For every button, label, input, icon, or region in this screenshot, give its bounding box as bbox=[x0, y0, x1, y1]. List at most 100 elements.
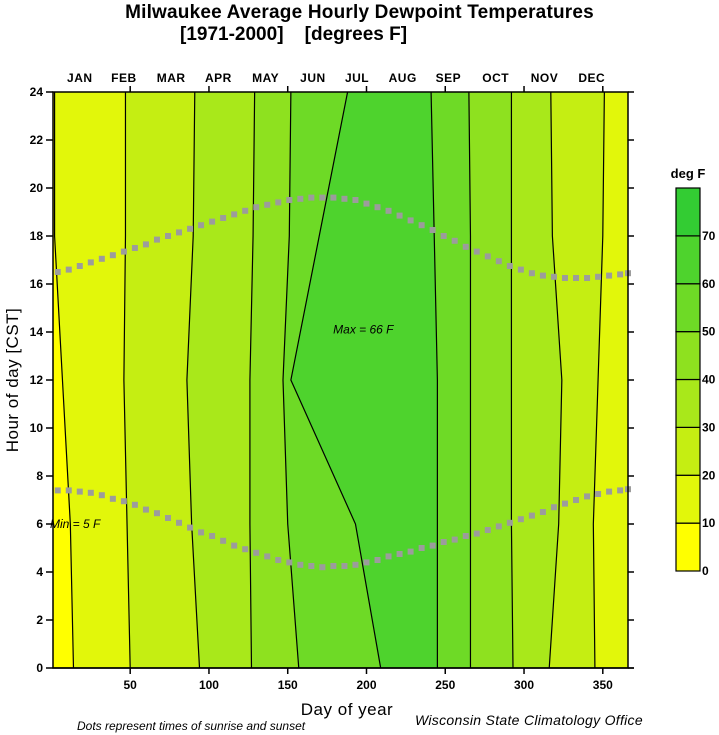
month-label: APR bbox=[205, 71, 232, 85]
sunset-dot bbox=[584, 275, 591, 281]
sunrise-dot bbox=[528, 512, 535, 519]
x-tick-label: 300 bbox=[514, 678, 534, 692]
sunrise-dot bbox=[440, 539, 447, 545]
colorbar-label: 10 bbox=[702, 516, 716, 530]
colorbar-swatch-3 bbox=[675, 378, 701, 428]
y-tick-label: 6 bbox=[36, 517, 43, 531]
sunset-dot bbox=[76, 263, 83, 269]
contour-line-3 bbox=[249, 91, 256, 669]
colorbar-label: 20 bbox=[702, 468, 716, 482]
sunset-dot bbox=[440, 233, 447, 239]
sunrise-dot bbox=[264, 553, 271, 560]
sunrise-dot bbox=[495, 523, 502, 530]
sunrise-dot bbox=[209, 533, 216, 539]
sunrise-dot bbox=[573, 497, 580, 503]
sunset-dot bbox=[120, 248, 127, 255]
min-annotation: Min = 5 F bbox=[50, 517, 101, 531]
sunrise-dot bbox=[87, 489, 94, 496]
colorbar-swatch-7 bbox=[675, 187, 701, 237]
y-tick-label: 4 bbox=[36, 565, 43, 579]
sunset-dot bbox=[473, 248, 480, 255]
sunset-dot bbox=[209, 218, 216, 225]
sunrise-dot bbox=[242, 546, 249, 553]
sunset-dot bbox=[264, 201, 271, 208]
sunrise-dot bbox=[352, 561, 359, 568]
x-tick-label: 100 bbox=[199, 678, 219, 692]
colorbar-label: 30 bbox=[702, 420, 716, 434]
sunrise-dot bbox=[54, 487, 61, 494]
sunrise-dot bbox=[308, 563, 315, 569]
sunrise-dot bbox=[187, 524, 194, 531]
x-tick-label: 250 bbox=[435, 678, 455, 692]
sunset-dot bbox=[539, 272, 546, 279]
contour-line-8 bbox=[510, 92, 514, 669]
sunset-dot bbox=[617, 271, 624, 278]
sunrise-dot bbox=[363, 559, 370, 566]
month-label: AUG bbox=[389, 71, 417, 85]
sunrise-dot bbox=[131, 501, 138, 508]
sunrise-dot bbox=[374, 557, 381, 563]
sunset-dot bbox=[418, 222, 425, 229]
x-tick-label: 150 bbox=[278, 678, 298, 692]
sunrise-dot bbox=[385, 553, 392, 560]
y-tick-label: 24 bbox=[30, 85, 44, 99]
sunrise-dot bbox=[341, 563, 348, 569]
contour-line-0 bbox=[53, 92, 75, 669]
sunset-dot bbox=[198, 222, 205, 229]
y-tick-label: 2 bbox=[36, 613, 43, 627]
sunrise-dot bbox=[396, 551, 403, 557]
sunrise-dot bbox=[539, 509, 546, 515]
y-tick-label: 10 bbox=[30, 421, 44, 435]
sunrise-dot bbox=[275, 557, 282, 563]
sunrise-dot bbox=[462, 533, 469, 539]
contour-lines bbox=[53, 91, 605, 669]
colorbar-label: 50 bbox=[702, 325, 716, 339]
month-axis: JAN FEB MAR APR MAY JUN JUL AUG SEP OCT NOV DEC bbox=[67, 71, 605, 92]
x-tick-label: 200 bbox=[356, 678, 376, 692]
sunrise-dot bbox=[120, 498, 127, 505]
sunset-dot bbox=[352, 197, 359, 203]
contour-line-9 bbox=[548, 91, 563, 669]
sunset-dot bbox=[429, 227, 436, 233]
sunrise-dot bbox=[176, 519, 183, 526]
sunset-dot bbox=[308, 194, 315, 201]
sunset-dot bbox=[54, 269, 61, 275]
sunset-dot bbox=[98, 255, 105, 262]
sunrise-dot bbox=[517, 516, 524, 523]
sunset-dot bbox=[606, 272, 613, 279]
sunset-dot bbox=[242, 207, 249, 214]
sunrise-dot bbox=[286, 559, 293, 566]
contour-line-7 bbox=[468, 91, 472, 668]
sunrise-dot bbox=[65, 487, 72, 494]
sunrise-dot bbox=[198, 529, 205, 536]
sunset-dot bbox=[297, 195, 304, 202]
sunset-dot bbox=[363, 200, 370, 207]
contour-line-6 bbox=[430, 91, 438, 668]
month-label: NOV bbox=[531, 71, 559, 85]
sunset-dot bbox=[374, 204, 381, 211]
sunset-dot bbox=[517, 266, 524, 273]
y-tick-label: 14 bbox=[30, 325, 44, 339]
colorbar-swatch-6 bbox=[675, 235, 701, 285]
colorbar-swatch-1 bbox=[675, 474, 701, 524]
sunset-dot bbox=[561, 275, 568, 281]
contour-line-5 bbox=[290, 91, 382, 669]
annotations: Max = 66 F Min = 5 F bbox=[50, 323, 394, 531]
colorbar-label: 0 bbox=[702, 564, 709, 578]
sunrise-dot bbox=[98, 492, 105, 499]
sunset-dot bbox=[341, 195, 348, 202]
colorbar-label: 70 bbox=[702, 229, 716, 243]
sunset-dot bbox=[319, 194, 326, 201]
max-annotation: Max = 66 F bbox=[333, 323, 394, 337]
colorbar-label: 60 bbox=[702, 277, 716, 291]
sunset-dot bbox=[165, 233, 171, 239]
y-tick-label: 22 bbox=[30, 133, 44, 147]
month-label: JUN bbox=[300, 71, 326, 85]
sunset-dot bbox=[176, 229, 183, 236]
sunrise-dot bbox=[451, 536, 458, 543]
sunrise-dot bbox=[165, 515, 171, 521]
sunrise-dot bbox=[319, 564, 326, 571]
y-tick-label: 0 bbox=[36, 661, 43, 675]
